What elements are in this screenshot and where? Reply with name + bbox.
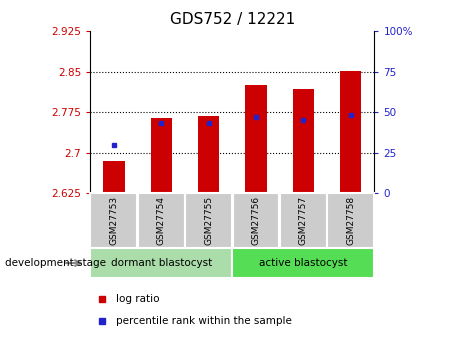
Text: percentile rank within the sample: percentile rank within the sample [116,316,292,326]
Bar [327,193,374,248]
Bar [185,193,232,248]
Text: GSM27757: GSM27757 [299,196,308,245]
Text: GSM27754: GSM27754 [157,196,166,245]
Bar [245,85,267,193]
Bar [151,118,172,193]
Bar [280,193,327,248]
Text: GSM27753: GSM27753 [110,196,118,245]
Text: GSM27756: GSM27756 [252,196,260,245]
Bar [90,248,232,278]
Bar [91,193,137,248]
Text: GSM27758: GSM27758 [346,196,355,245]
Bar [340,70,361,193]
Text: GSM27755: GSM27755 [204,196,213,245]
Bar [138,193,184,248]
Text: active blastocyst: active blastocyst [259,258,348,268]
Bar [293,89,314,193]
Text: dormant blastocyst: dormant blastocyst [110,258,212,268]
Title: GDS752 / 12221: GDS752 / 12221 [170,12,295,27]
Text: development stage: development stage [5,258,106,268]
Bar [198,116,219,193]
Bar [232,248,374,278]
Bar [103,161,124,193]
Text: log ratio: log ratio [116,294,159,304]
Bar [233,193,279,248]
